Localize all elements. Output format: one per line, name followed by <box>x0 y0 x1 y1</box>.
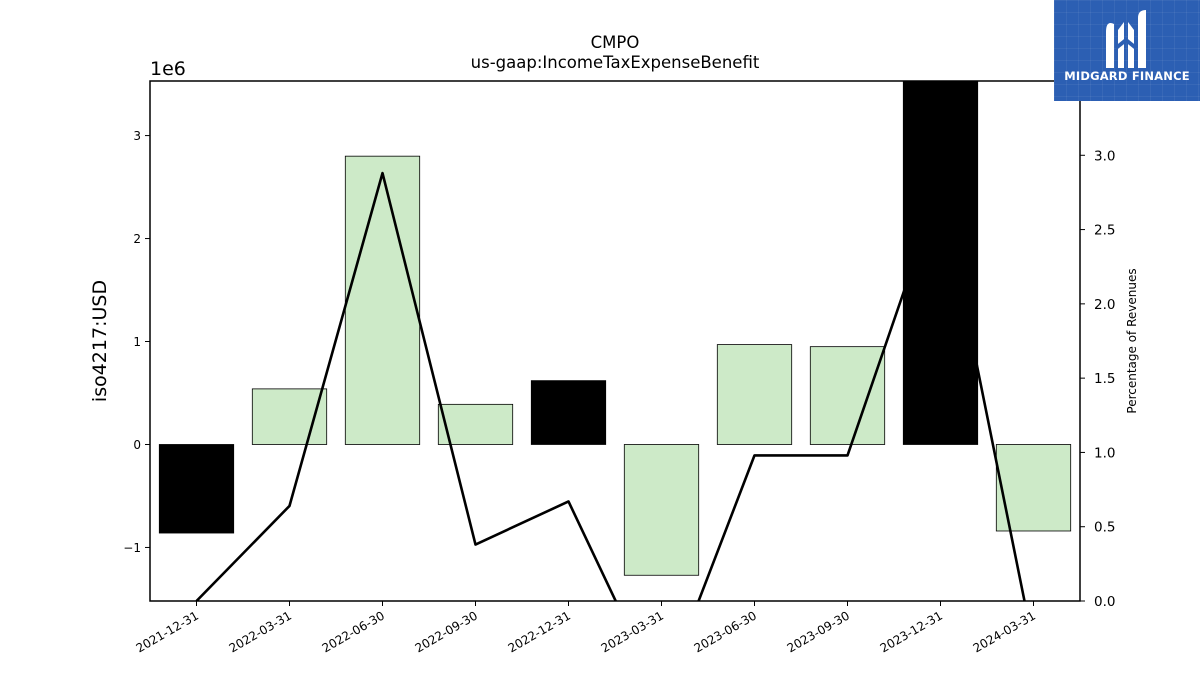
bar-2021-12-31 <box>158 444 235 534</box>
bar-2022-09-30 <box>437 403 514 445</box>
y2-tick-label: 2.0 <box>1094 297 1115 313</box>
y2-tick-label: 0.0 <box>1094 594 1115 610</box>
bar-2022-12-31 <box>530 380 607 445</box>
y2-tick-label: 3.0 <box>1094 148 1115 164</box>
plot-frame <box>149 80 1081 602</box>
y2-tick-label: 2.5 <box>1094 223 1115 239</box>
bar-2023-06-30 <box>716 344 793 445</box>
x-tick-label: 2023-03-31 <box>599 608 666 655</box>
y-tick-label: 2 <box>133 232 141 246</box>
y-offset-label: 1e6 <box>150 58 186 80</box>
x-tick-label: 2022-03-31 <box>227 608 294 655</box>
x-tick-label: 2022-12-31 <box>506 608 573 655</box>
x-tick-label: 2023-06-30 <box>692 608 759 655</box>
bar-2023-03-31 <box>623 444 700 576</box>
y-tick-label: 1 <box>133 335 141 349</box>
x-tick-label: 2023-12-31 <box>878 608 945 655</box>
bar-2022-06-30 <box>344 155 421 445</box>
logo-brand-text: MIDGARD FINANCE <box>1064 69 1190 83</box>
y-axis-label: iso4217:USD <box>89 280 111 402</box>
y-tick-label: 3 <box>133 129 141 143</box>
x-tick-label: 2022-06-30 <box>320 608 387 655</box>
x-tick-label: 2021-12-31 <box>134 608 201 655</box>
y2-tick-label: 0.5 <box>1094 520 1115 536</box>
midgard-finance-logo: MIDGARD FINANCE <box>1054 0 1200 101</box>
x-tick-label: 2022-09-30 <box>413 608 480 655</box>
y-tick-label: 0 <box>133 438 141 452</box>
y-tick-label: −1 <box>123 541 141 555</box>
y2-axis-label: Percentage of Revenues <box>1125 268 1139 413</box>
y2-tick-label: 1.5 <box>1094 371 1115 387</box>
mf-monogram-icon <box>1106 10 1146 68</box>
bar-2023-09-30 <box>809 346 886 445</box>
chart-title: CMPO <box>591 33 640 52</box>
x-tick-label: 2023-09-30 <box>785 608 852 655</box>
chart-subtitle: us-gaap:IncomeTaxExpenseBenefit <box>471 53 760 72</box>
y2-tick-label: 1.0 <box>1094 445 1115 461</box>
x-tick-label: 2024-03-31 <box>971 608 1038 655</box>
percentage-of-revenues-line <box>195 171 1026 601</box>
